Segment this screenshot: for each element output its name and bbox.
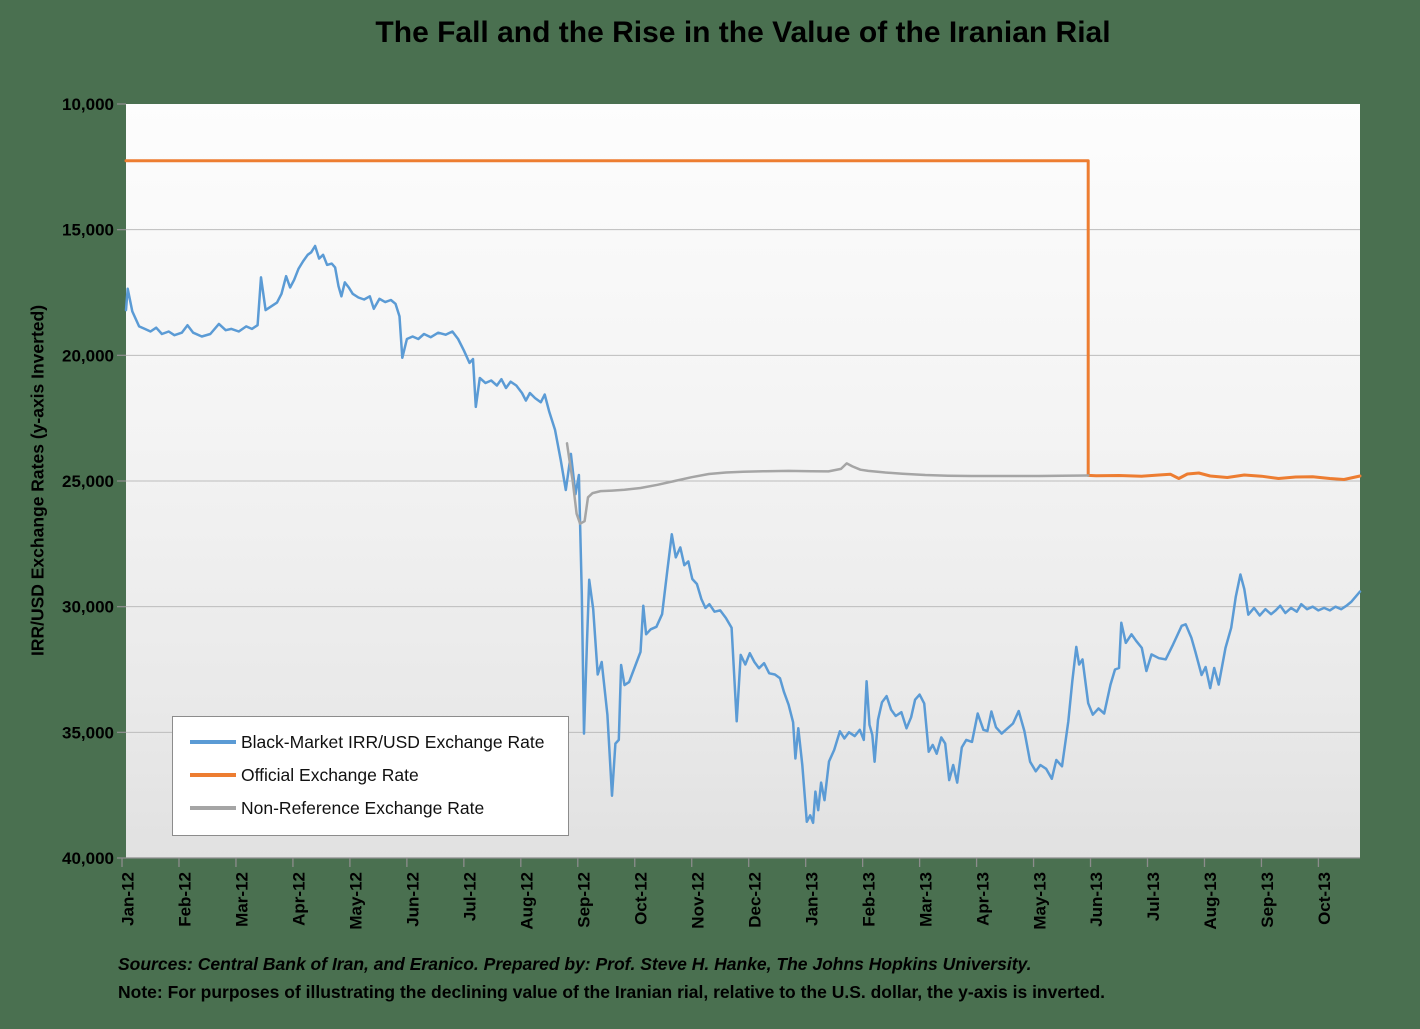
x-tick-label: Apr-12 (290, 872, 309, 926)
x-tick-label: Sep-13 (1258, 872, 1277, 928)
x-tick-label: Nov-12 (688, 872, 707, 929)
legend-item-non-reference: Non-Reference Exchange Rate (173, 793, 568, 823)
official-line-swatch (190, 773, 236, 777)
legend-label: Official Exchange Rate (241, 764, 419, 785)
sources-text: Sources: Central Bank of Iran, and Erani… (118, 954, 1032, 974)
legend-label: Non-Reference Exchange Rate (241, 797, 485, 818)
x-tick-label: Sep-12 (574, 872, 593, 928)
x-axis-ticks (121, 858, 1320, 867)
note-text: Note: For purposes of illustrating the d… (118, 982, 1106, 1002)
x-tick-label: Jun-13 (1087, 872, 1106, 927)
y-tick-label: 35,000 (62, 723, 114, 742)
series-line-1 (124, 159, 1362, 481)
y-axis-ticks (117, 103, 126, 859)
chart-title: The Fall and the Rise in the Value of th… (375, 16, 1111, 49)
y-tick-label: 20,000 (62, 346, 114, 365)
x-tick-label: Aug-12 (518, 872, 537, 930)
x-tick-label: Jan-12 (119, 872, 138, 926)
y-axis-title: IRR/USD Exchange Rates (y-axis Inverted) (27, 304, 48, 657)
x-tick-label: Jun-12 (404, 872, 423, 927)
series-line-0 (124, 244, 1362, 825)
black-market-line-swatch (190, 740, 236, 744)
legend-item-official: Official Exchange Rate (173, 760, 568, 790)
x-tick-label: May-12 (347, 872, 366, 930)
x-tick-label: Apr-13 (973, 872, 992, 926)
x-tick-label: Feb-12 (176, 872, 195, 927)
y-tick-label: 30,000 (62, 598, 114, 617)
x-axis-labels: Jan-12 Feb-12 Mar-12 Apr-12 May-12 Jun-12 Jul-… (119, 872, 1334, 930)
x-tick-label: Feb-13 (859, 872, 878, 927)
y-tick-label: 15,000 (62, 221, 114, 240)
x-tick-label: Oct-13 (1315, 872, 1334, 925)
legend-item-black-market: Black-Market IRR/USD Exchange Rate (173, 727, 568, 757)
series-lines (124, 159, 1362, 825)
x-tick-label: Mar-12 (233, 872, 252, 927)
x-tick-label: Mar-13 (916, 872, 935, 927)
x-tick-label: Jul-13 (1144, 872, 1163, 921)
y-axis-labels: 10,000 15,000 20,000 25,000 30,000 35,000 40,0… (62, 95, 114, 868)
x-tick-label: Jul-12 (461, 872, 480, 921)
y-tick-label: 40,000 (62, 849, 114, 868)
series-line-2 (565, 442, 1090, 525)
x-tick-label: Dec-12 (745, 872, 764, 928)
y-tick-label: 25,000 (62, 472, 114, 491)
non-reference-line-swatch (190, 806, 236, 810)
x-tick-label: May-13 (1030, 872, 1049, 930)
x-tick-label: Jan-13 (802, 872, 821, 926)
legend-label: Black-Market IRR/USD Exchange Rate (241, 731, 545, 752)
legend: Black-Market IRR/USD Exchange Rate Offic… (172, 716, 569, 836)
x-tick-label: Aug-13 (1201, 872, 1220, 930)
x-tick-label: Oct-12 (631, 872, 650, 925)
y-tick-label: 10,000 (62, 95, 114, 114)
